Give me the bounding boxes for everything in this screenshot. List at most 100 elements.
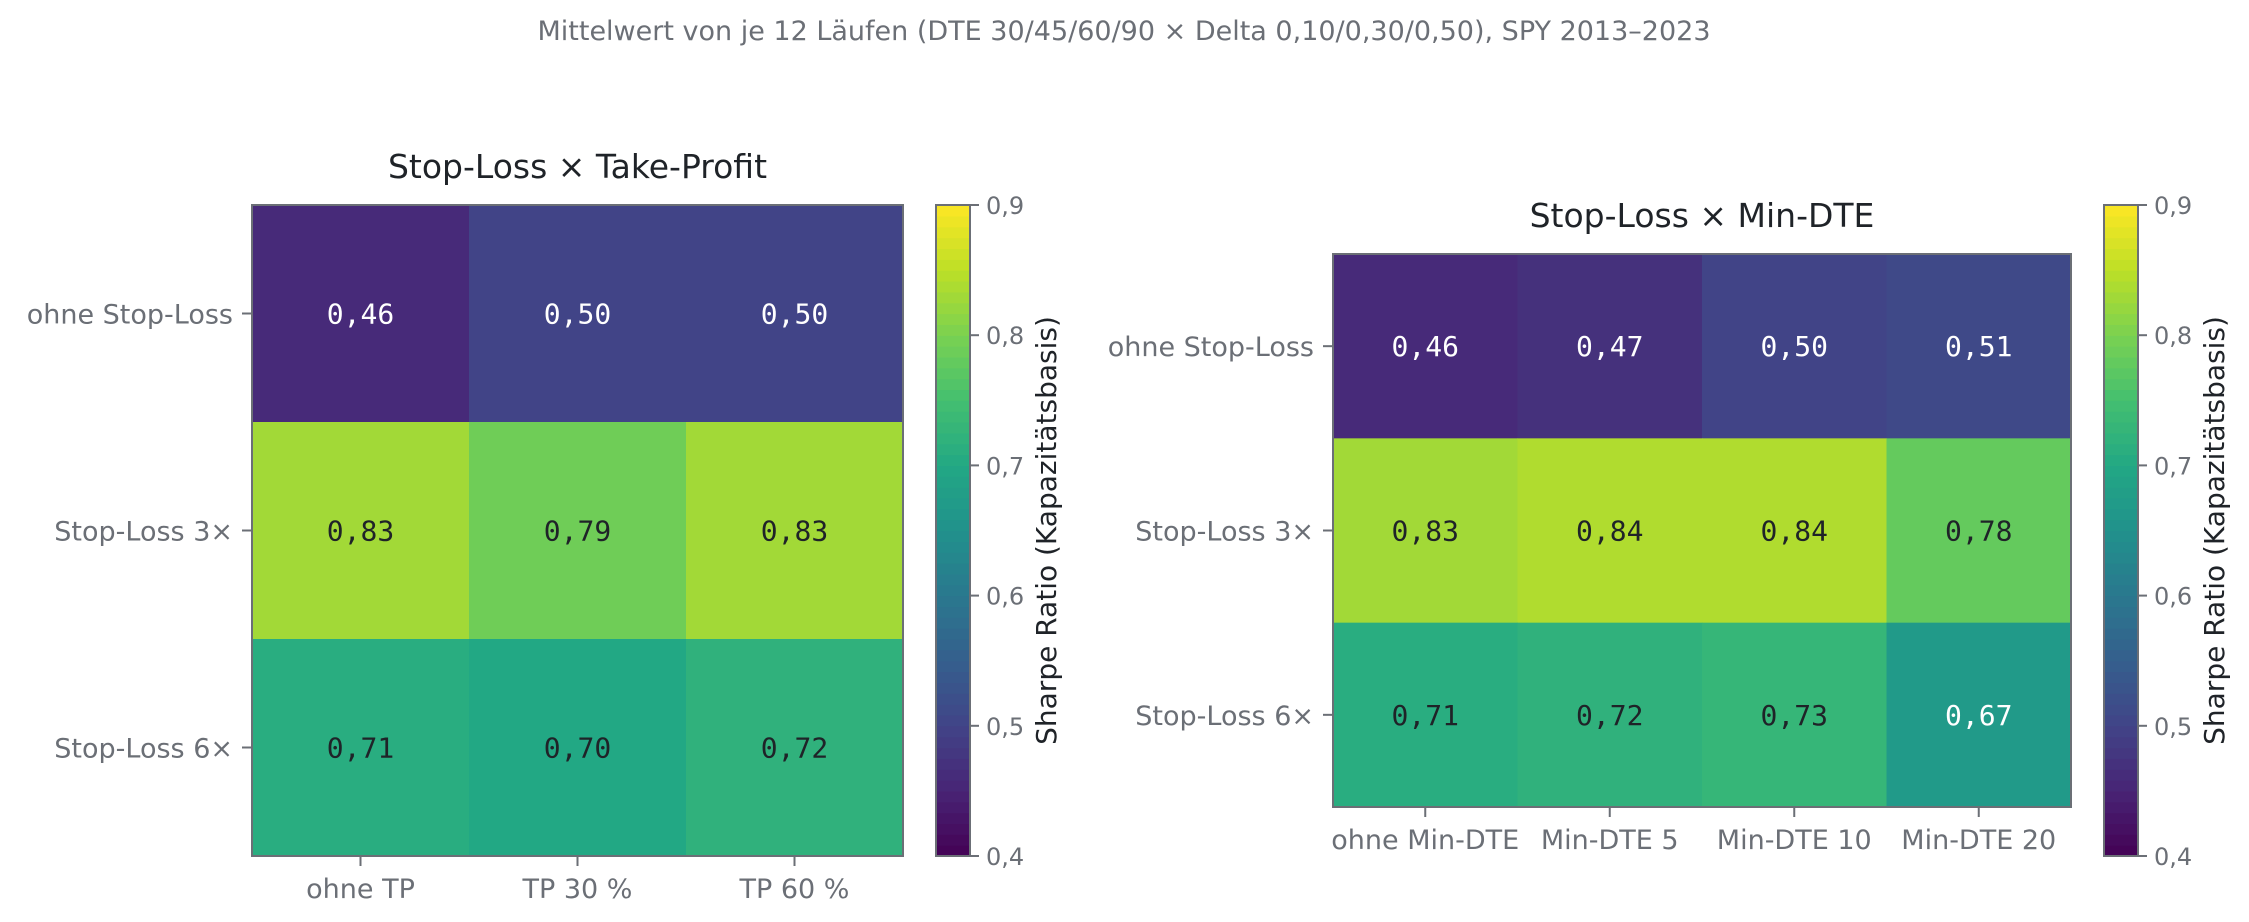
colorbar-segment — [2104, 671, 2138, 683]
y-tick-label: ohne Stop-Loss — [1108, 332, 1314, 363]
colorbar-segment — [936, 649, 970, 662]
colorbar-segment — [2104, 530, 2138, 542]
colorbar-segment — [2104, 205, 2138, 217]
colorbar-frame — [2103, 204, 2139, 857]
colorbar-segment — [936, 573, 970, 586]
colorbar-segment — [2104, 324, 2138, 336]
colorbar-segment — [936, 584, 970, 597]
heatmap-cell — [686, 205, 904, 423]
colorbar-segment — [936, 259, 970, 271]
cell-value-label: 0,50 — [761, 298, 828, 331]
colorbar-segment — [2104, 215, 2138, 228]
colorbar-segment — [2104, 335, 2138, 347]
colorbar-segment — [936, 205, 970, 217]
colorbar-segment — [936, 422, 970, 434]
heatmap-title: Stop-Loss × Take-Profit — [388, 147, 767, 186]
colorbar-segment — [936, 487, 970, 499]
colorbar-segment — [936, 660, 970, 673]
colorbar-segment — [936, 226, 970, 239]
colorbar-segment — [2104, 714, 2138, 727]
colorbar-segment — [936, 519, 970, 532]
colorbar-segment — [2104, 845, 2138, 857]
colorbar-segment — [2104, 747, 2138, 759]
colorbar-tick-label: 0,7 — [2154, 452, 2192, 480]
colorbar-segment — [2104, 584, 2138, 597]
colorbar-segment — [2104, 378, 2138, 391]
colorbar-segment — [936, 454, 970, 466]
heatmap-cell — [686, 639, 904, 857]
cell-value-label: 0,50 — [544, 298, 611, 331]
colorbar-tick-label: 0,8 — [986, 322, 1024, 350]
colorbar-segment — [2104, 541, 2138, 553]
colorbar-segment — [936, 291, 970, 304]
colorbar-segment — [2104, 649, 2138, 662]
colorbar-segment — [936, 389, 970, 401]
colorbar-segment — [2104, 682, 2138, 694]
colorbar-segment — [936, 530, 970, 542]
y-tick-label: Stop-Loss 6× — [54, 734, 233, 765]
colorbar-segment — [936, 432, 970, 445]
colorbar-segment — [2104, 422, 2138, 434]
colorbar-segment — [936, 302, 970, 315]
colorbar-label: Sharpe Ratio (Kapazitätsbasis) — [2198, 316, 2231, 745]
x-tick-label: Min-DTE 20 — [1901, 825, 2056, 856]
colorbar-segment — [2104, 497, 2138, 510]
colorbar-tick-label: 0,9 — [986, 192, 1024, 220]
colorbar-segment — [2104, 639, 2138, 651]
cell-value-label: 0,79 — [544, 515, 611, 548]
colorbar: 0,4 0,5 0,6 0,7 0,8 0,9 Sharpe Ratio (Kapazitä… — [2103, 192, 2231, 871]
colorbar-segment — [936, 747, 970, 759]
colorbar-segment — [936, 443, 970, 456]
colorbar-segment — [2104, 606, 2138, 618]
x-tick-label: Min-DTE 5 — [1541, 825, 1679, 856]
colorbar-tick-label: 0,4 — [2154, 843, 2192, 871]
colorbar-segment — [2104, 725, 2138, 738]
colorbar-segment — [936, 280, 970, 293]
colorbar-segment — [936, 628, 970, 640]
colorbar-segment — [936, 335, 970, 347]
cell-value-label: 0,78 — [1945, 515, 2012, 548]
x-tick-label: ohne Min-DTE — [1331, 825, 1519, 856]
heatmap-panels: Stop-Loss × Take-Profit 0,46 0,50 0,50 0,83 0… — [27, 147, 2231, 905]
cell-value-label: 0,71 — [327, 732, 394, 765]
colorbar-segment — [936, 714, 970, 727]
cell-value-label: 0,72 — [1576, 699, 1643, 732]
colorbar-segment — [936, 758, 970, 770]
cell-value-label: 0,72 — [761, 732, 828, 765]
figure-suptitle: Mittelwert von je 12 Läufen (DTE 30/45/6… — [537, 16, 1710, 47]
colorbar-segment — [936, 552, 970, 564]
colorbar-label: Sharpe Ratio (Kapazitätsbasis) — [1030, 316, 1063, 745]
colorbar-frame — [935, 204, 971, 857]
colorbar-segment — [2104, 302, 2138, 315]
heatmap-cell — [1333, 622, 1518, 808]
colorbar-segment — [2104, 465, 2138, 477]
colorbar-segment — [2104, 790, 2138, 803]
x-tick-label: Min-DTE 10 — [1717, 825, 1872, 856]
colorbar-segment — [936, 834, 970, 846]
y-tick-label: Stop-Loss 3× — [54, 517, 233, 548]
colorbar-segment — [936, 270, 970, 282]
colorbar-segment — [2104, 823, 2138, 835]
heatmap-panel-2: Stop-Loss × Min-DTE 0,46 0,47 0,50 0,51 0,83 0… — [1108, 192, 2231, 871]
cell-value-label: 0,83 — [327, 515, 394, 548]
colorbar-segment — [2104, 487, 2138, 499]
colorbar-segment — [936, 356, 970, 369]
cell-value-label: 0,67 — [1945, 699, 2012, 732]
colorbar-segment — [2104, 780, 2138, 792]
colorbar-segment — [936, 346, 970, 358]
colorbar-segment — [936, 790, 970, 803]
heatmap-cell — [469, 205, 687, 423]
colorbar-segment — [2104, 400, 2138, 412]
colorbar-segment — [936, 248, 970, 260]
colorbar-segment — [2104, 248, 2138, 260]
colorbar-segment — [2104, 313, 2138, 325]
colorbar-segment — [936, 465, 970, 477]
colorbar-segment — [936, 845, 970, 857]
heatmap-cell — [252, 422, 470, 640]
heatmap-cell — [1517, 622, 1703, 808]
colorbar-tick-label: 0,5 — [986, 713, 1024, 741]
heatmap-panel-1: Stop-Loss × Take-Profit 0,46 0,50 0,50 0,83 0… — [27, 147, 1063, 905]
cell-value-label: 0,84 — [1761, 515, 1828, 548]
heatmap-cell — [252, 205, 470, 423]
